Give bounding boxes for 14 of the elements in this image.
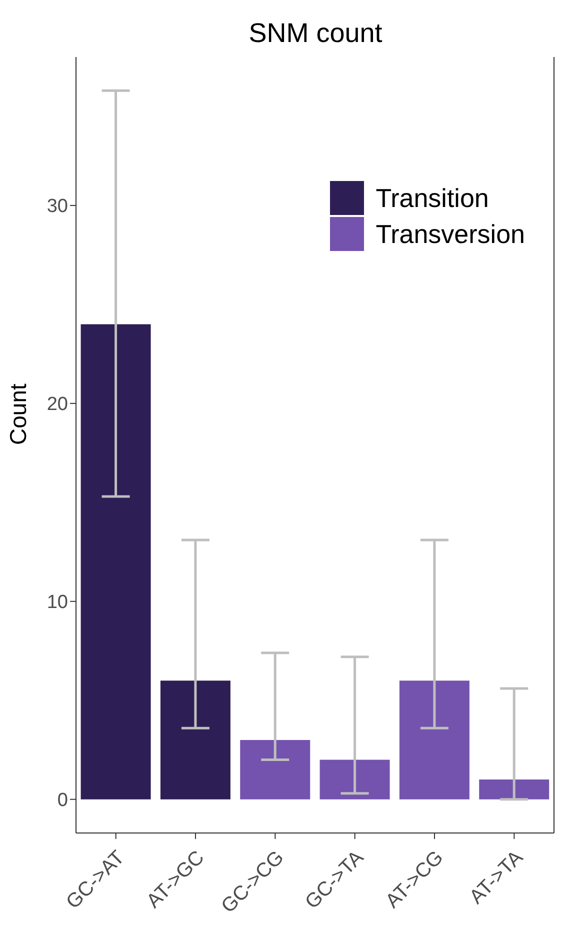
legend-label: Transition (376, 182, 489, 214)
bar (160, 680, 230, 800)
bar (479, 780, 550, 800)
y-tick-label: 10 (46, 592, 68, 614)
legend-label: Transversion (376, 218, 525, 250)
y-tick-label: 0 (57, 790, 68, 812)
bar (240, 740, 310, 800)
bar (320, 760, 390, 800)
y-axis-title: Count (5, 383, 32, 445)
bar (399, 680, 470, 800)
y-tick-label: 20 (46, 394, 68, 416)
bar (80, 324, 151, 800)
chart-title: SNM count (248, 18, 384, 49)
y-tick-label: 30 (46, 196, 68, 218)
